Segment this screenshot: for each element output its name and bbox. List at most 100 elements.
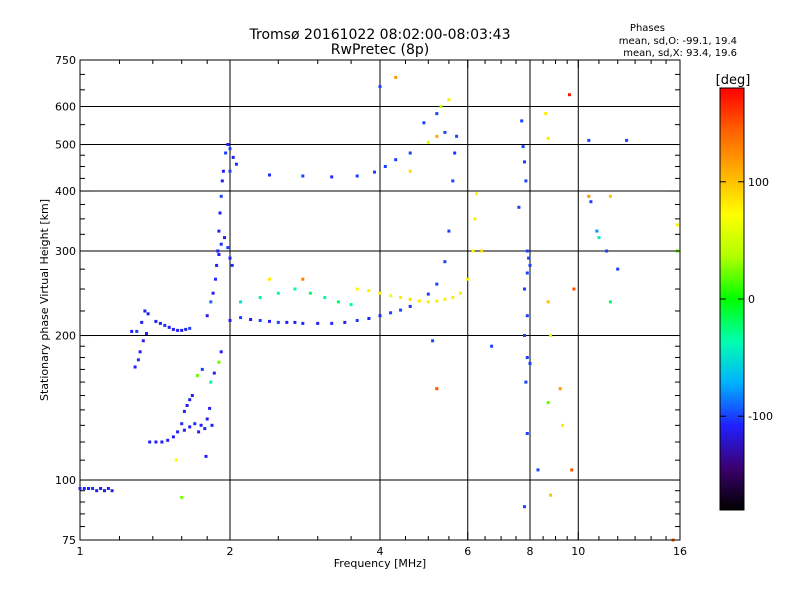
data-point bbox=[570, 468, 574, 472]
data-point bbox=[524, 179, 528, 183]
data-point bbox=[435, 282, 439, 286]
data-point bbox=[221, 169, 225, 173]
data-point bbox=[558, 387, 562, 391]
data-point bbox=[471, 249, 475, 253]
data-point bbox=[378, 85, 382, 89]
data-point bbox=[171, 327, 175, 331]
data-point bbox=[524, 380, 528, 384]
y-tick-label: 100 bbox=[55, 474, 76, 487]
data-point bbox=[349, 303, 353, 307]
data-point bbox=[182, 409, 186, 413]
data-point bbox=[78, 487, 82, 490]
data-point bbox=[239, 316, 243, 320]
data-point bbox=[451, 296, 455, 299]
data-point bbox=[597, 236, 601, 240]
data-point bbox=[211, 291, 215, 295]
data-point bbox=[158, 321, 162, 325]
data-point bbox=[226, 143, 230, 146]
data-point bbox=[523, 334, 526, 337]
phase-note-title: Phases bbox=[630, 23, 665, 34]
data-point bbox=[378, 291, 382, 295]
x-axis-ticks: 1 2 4 6 8 10 16 bbox=[77, 60, 687, 558]
data-point bbox=[355, 287, 359, 291]
data-point bbox=[525, 314, 529, 318]
data-point bbox=[188, 398, 192, 402]
data-point bbox=[525, 249, 529, 253]
data-point bbox=[276, 291, 280, 295]
data-point bbox=[176, 328, 180, 332]
data-point bbox=[587, 194, 591, 198]
data-point bbox=[408, 297, 412, 301]
data-point bbox=[455, 134, 459, 138]
data-point bbox=[230, 263, 234, 267]
data-point bbox=[301, 174, 305, 178]
data-point bbox=[595, 229, 599, 233]
data-point bbox=[249, 318, 253, 321]
data-point bbox=[141, 339, 145, 343]
colorbar: [deg] 100 0 -100 bbox=[716, 73, 773, 511]
data-point bbox=[447, 98, 451, 102]
data-point bbox=[355, 174, 359, 178]
data-point bbox=[525, 356, 529, 359]
data-point bbox=[154, 440, 158, 444]
data-point bbox=[528, 361, 532, 365]
data-point bbox=[523, 160, 526, 164]
data-point bbox=[185, 404, 189, 407]
data-point bbox=[517, 205, 521, 209]
data-point bbox=[216, 249, 220, 253]
data-point bbox=[293, 287, 297, 291]
data-point bbox=[394, 75, 398, 79]
data-point bbox=[330, 175, 334, 179]
y-tick-label: 200 bbox=[55, 330, 76, 343]
data-point bbox=[99, 487, 103, 490]
data-point bbox=[443, 260, 447, 264]
data-point bbox=[383, 165, 387, 168]
data-point bbox=[234, 162, 238, 166]
data-point bbox=[231, 155, 235, 159]
data-point bbox=[527, 256, 531, 260]
data-point bbox=[218, 211, 222, 215]
data-point bbox=[130, 329, 134, 333]
data-point bbox=[166, 438, 170, 442]
data-point bbox=[431, 339, 435, 343]
data-point bbox=[180, 328, 184, 332]
data-point bbox=[217, 360, 221, 364]
data-point bbox=[154, 319, 158, 323]
data-point bbox=[136, 358, 140, 362]
data-point bbox=[435, 387, 439, 391]
grid-lines bbox=[80, 60, 680, 540]
data-point bbox=[394, 158, 398, 162]
data-point bbox=[171, 435, 175, 439]
data-point bbox=[572, 287, 576, 291]
data-point bbox=[133, 365, 137, 369]
data-point bbox=[210, 423, 214, 427]
data-point bbox=[193, 422, 197, 426]
data-points bbox=[78, 75, 679, 542]
data-point bbox=[473, 217, 477, 221]
data-point bbox=[608, 194, 612, 198]
data-point bbox=[373, 170, 376, 174]
phase-note-x: mean, sd,X: 93.4, 19.6 bbox=[623, 48, 737, 59]
data-point bbox=[199, 423, 203, 427]
data-point bbox=[408, 169, 412, 173]
x-tick-label: 2 bbox=[227, 545, 234, 558]
data-point bbox=[209, 380, 213, 384]
data-point bbox=[91, 487, 95, 490]
x-tick-label: 10 bbox=[571, 545, 585, 558]
data-point bbox=[378, 314, 382, 318]
data-point bbox=[408, 304, 412, 308]
data-point bbox=[528, 263, 532, 267]
data-point bbox=[82, 487, 86, 490]
data-point bbox=[523, 287, 526, 291]
data-point bbox=[204, 454, 208, 458]
data-point bbox=[205, 417, 209, 421]
data-point bbox=[208, 406, 212, 410]
y-tick-label: 75 bbox=[62, 534, 76, 547]
data-point bbox=[268, 173, 271, 177]
data-point bbox=[355, 319, 359, 322]
data-point bbox=[523, 505, 526, 509]
data-point bbox=[549, 493, 553, 497]
data-point bbox=[301, 277, 305, 281]
data-point bbox=[219, 194, 223, 198]
plot-area bbox=[78, 59, 681, 542]
